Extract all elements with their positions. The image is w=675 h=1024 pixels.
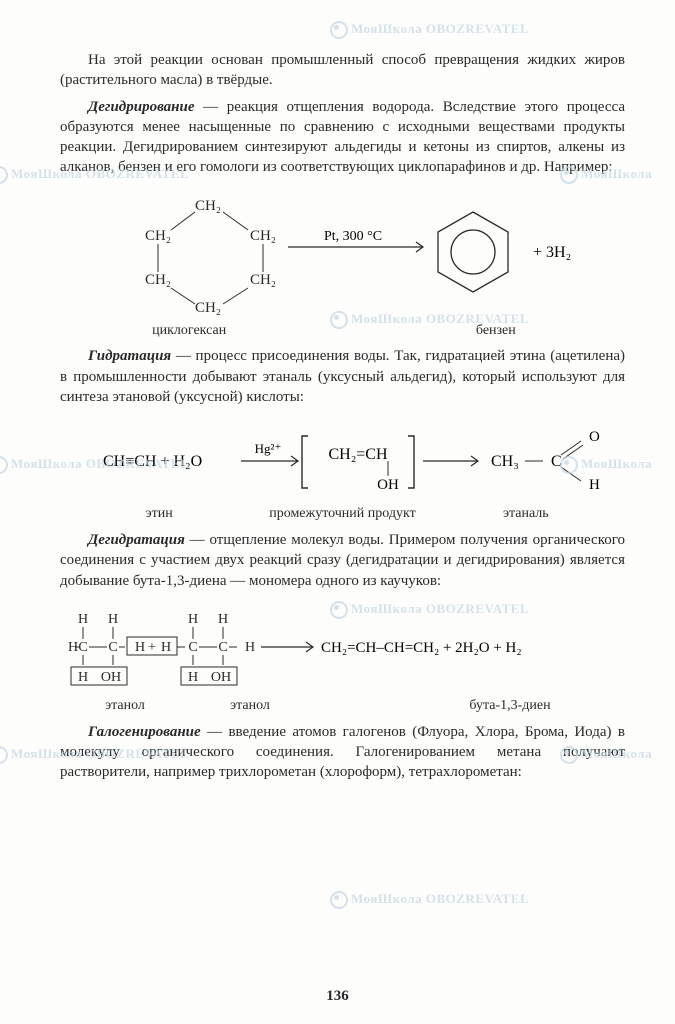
term-hydration: Гидратация	[88, 348, 171, 364]
svg-text:H: H	[107, 612, 117, 627]
eq2-label-2: промежуточний продукт	[242, 505, 442, 524]
svg-text:C: C	[218, 640, 227, 655]
svg-text:H: H	[77, 612, 87, 627]
svg-text:O: O	[589, 429, 600, 445]
svg-text:H: H	[187, 670, 197, 685]
svg-text:CH₂=CH: CH₂=CH	[328, 446, 388, 463]
paragraph-5: Галогенирование — введение атомов галоге…	[60, 722, 625, 783]
watermark: МояШкола OBOZREVATEL	[330, 890, 529, 909]
eq1-label-left: циклогексан	[113, 322, 266, 341]
eq3-label-1: этанол	[75, 697, 175, 716]
eq1-label-right: бензен	[419, 322, 572, 341]
paragraph-4: Дегидратация — отщепление молекул воды. …	[60, 530, 625, 591]
svg-text:CH₂: CH₂	[249, 272, 275, 288]
svg-text:H: H	[161, 640, 171, 655]
svg-text:H: H	[245, 640, 255, 655]
svg-text:H: H	[589, 477, 600, 493]
svg-text:OH: OH	[377, 477, 399, 493]
svg-text:C: C	[108, 640, 117, 655]
term-dehydratation: Дегидратация	[88, 532, 185, 548]
svg-text:H: H	[77, 670, 87, 685]
svg-text:CH₂: CH₂	[194, 198, 220, 214]
svg-text:C: C	[78, 640, 87, 655]
textbook-page: МояШкола OBOZREVATEL МояШкола OBOZREVATE…	[0, 0, 675, 1024]
svg-text:CH≡CH + H₂O: CH≡CH + H₂O	[103, 453, 202, 470]
paragraph-2: Дегидрирование — реакция отщепления водо…	[60, 97, 625, 178]
svg-text:+: +	[148, 640, 156, 655]
page-number: 136	[0, 986, 675, 1006]
paragraph-1: На этой реакции основан промышленный спо…	[60, 50, 625, 91]
paragraph-3: Гидратация — процесс присоединения воды.…	[60, 346, 625, 407]
watermark: МояШкола OBOZREVATEL	[330, 20, 529, 39]
svg-text:CH₂=CH–CH=CH₂ + 2H₂O + H₂: CH₂=CH–CH=CH₂ + 2H₂O + H₂	[321, 640, 522, 656]
equation-1: CH₂ CH₂ CH₂ CH₂ CH₂ CH₂ Pt, 300 °C	[60, 192, 625, 341]
eq3-label-2: этанол	[200, 697, 300, 716]
svg-text:CH₂: CH₂	[144, 228, 170, 244]
svg-text:OH: OH	[210, 670, 230, 685]
svg-text:+ 3H₂: + 3H₂	[533, 244, 571, 261]
svg-text:CH₂: CH₂	[144, 272, 170, 288]
eq3-label-3: бута-1,3-диен	[410, 697, 610, 716]
svg-text:H: H	[187, 612, 197, 627]
svg-text:C: C	[188, 640, 197, 655]
equation-2: CH≡CH + H₂O Hg²⁺ CH₂=CH OH CH₃ C	[60, 421, 625, 524]
svg-text:C: C	[551, 453, 562, 470]
term-dehydration: Дегидрирование	[88, 99, 195, 115]
term-halogenation: Галогенирование	[88, 724, 201, 740]
svg-text:Hg²⁺: Hg²⁺	[254, 441, 281, 456]
eq2-label-1: этин	[89, 505, 229, 524]
eq2-label-3: этаналь	[456, 505, 596, 524]
svg-text:CH₂: CH₂	[249, 228, 275, 244]
svg-text:CH₃: CH₃	[491, 453, 519, 470]
svg-text:Pt, 300 °C: Pt, 300 °C	[323, 229, 381, 244]
equation-3: H H H C C H + H H OH	[60, 605, 625, 716]
svg-text:H: H	[135, 640, 145, 655]
svg-text:CH₂: CH₂	[194, 300, 220, 316]
svg-text:OH: OH	[100, 670, 120, 685]
svg-text:H: H	[217, 612, 227, 627]
